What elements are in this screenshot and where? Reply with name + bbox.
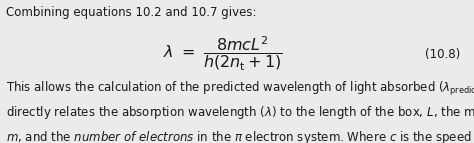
- Text: This allows the calculation of the predicted wavelength of light absorbed ($\lam: This allows the calculation of the predi…: [6, 80, 474, 98]
- Text: Combining equations 10.2 and 10.7 gives:: Combining equations 10.2 and 10.7 gives:: [6, 6, 256, 19]
- Text: (10.8): (10.8): [425, 48, 460, 61]
- Text: $\lambda \ = \ \dfrac{8mcL^2}{h(2n_{\mathrm{t}}+1)}$: $\lambda \ = \ \dfrac{8mcL^2}{h(2n_{\mat…: [163, 35, 283, 73]
- Text: directly relates the absorption wavelength ($\lambda$) to the length of the box,: directly relates the absorption waveleng…: [6, 104, 474, 121]
- Text: $m$, and the $\it{number\ of\ electrons}$ in the $\pi$ electron system. Where $c: $m$, and the $\it{number\ of\ electrons}…: [6, 129, 474, 143]
